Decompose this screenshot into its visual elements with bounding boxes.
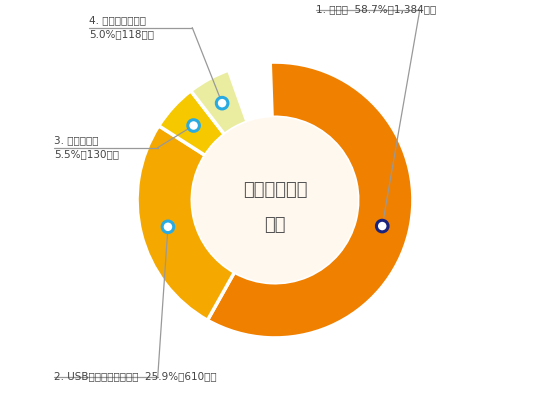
Circle shape	[188, 120, 200, 131]
Text: 情報漏えいの: 情報漏えいの	[243, 181, 307, 199]
Circle shape	[192, 117, 358, 283]
Text: 4. インターネット
5.0%（118件）: 4. インターネット 5.0%（118件）	[89, 16, 154, 40]
Text: 2. USB等の可搬記録媒体  25.9%（610件）: 2. USB等の可搬記録媒体 25.9%（610件）	[54, 372, 217, 382]
Text: 1. 紙媒体  58.7%（1,384件）: 1. 紙媒体 58.7%（1,384件）	[316, 5, 437, 15]
Wedge shape	[191, 70, 247, 134]
Text: 経路: 経路	[264, 216, 286, 234]
Wedge shape	[159, 91, 224, 156]
Circle shape	[216, 97, 228, 109]
Text: 3. 電子メール
5.5%（130件）: 3. 電子メール 5.5%（130件）	[54, 136, 119, 160]
Wedge shape	[207, 62, 413, 338]
Wedge shape	[137, 126, 234, 320]
Circle shape	[376, 220, 388, 232]
Circle shape	[162, 221, 174, 233]
